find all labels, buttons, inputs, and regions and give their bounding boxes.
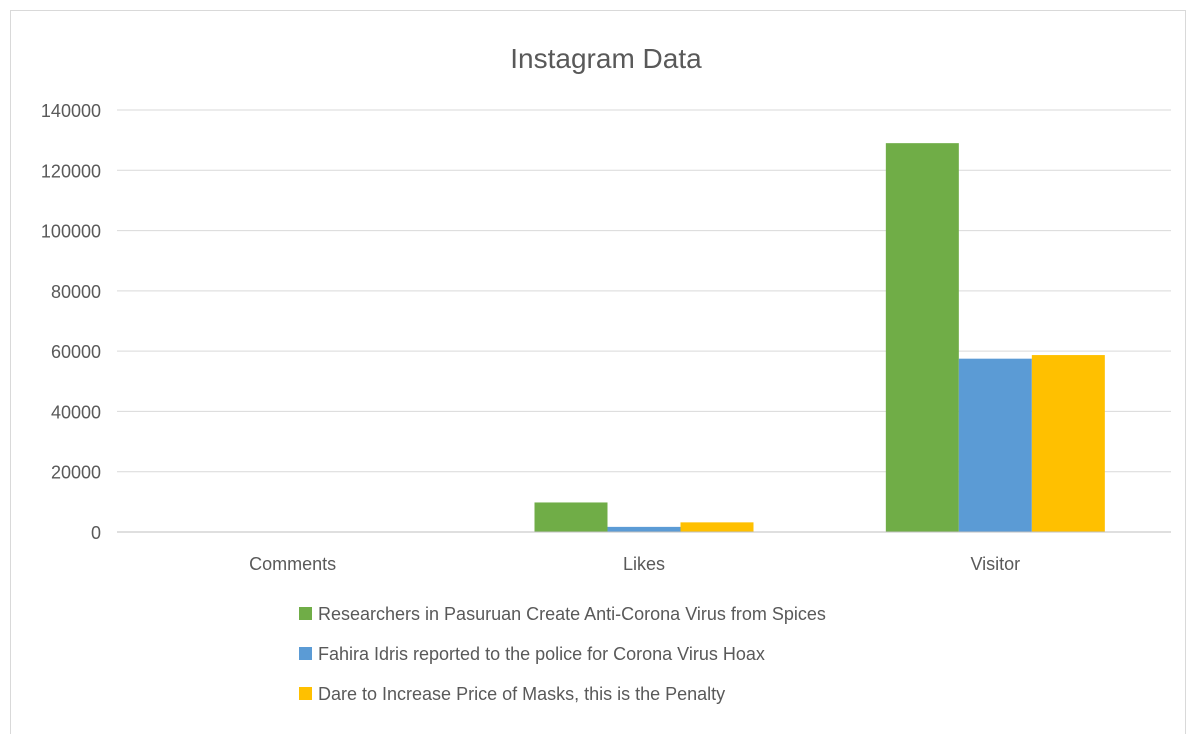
y-tick-label: 120000	[41, 161, 101, 181]
bar	[958, 358, 1032, 532]
legend-swatch	[299, 647, 312, 660]
x-category-label: Visitor	[970, 554, 1020, 574]
y-tick-label: 80000	[51, 282, 101, 302]
bar	[534, 502, 608, 532]
y-tick-label: 0	[91, 523, 101, 543]
legend-swatch	[299, 607, 312, 620]
legend-label: Researchers in Pasuruan Create Anti-Coro…	[318, 604, 826, 624]
x-category-label: Comments	[249, 554, 336, 574]
bar	[885, 143, 959, 532]
bar	[607, 526, 681, 532]
legend-label: Fahira Idris reported to the police for …	[318, 644, 765, 664]
x-category-label: Likes	[623, 554, 665, 574]
bars	[183, 143, 1105, 532]
y-axis-ticks: 0 20000 40000 60000 80000 100000 120000 140000	[41, 101, 101, 543]
y-tick-label: 60000	[51, 342, 101, 362]
chart-title: Instagram Data	[510, 43, 702, 74]
legend-label: Dare to Increase Price of Masks, this is…	[318, 684, 725, 704]
gridlines	[117, 109, 1171, 473]
y-tick-label: 100000	[41, 222, 101, 242]
bar	[1031, 355, 1105, 532]
y-tick-label: 140000	[41, 101, 101, 121]
y-tick-label: 40000	[51, 402, 101, 422]
x-axis-categories: Comments Likes Visitor	[249, 554, 1020, 574]
legend-swatch	[299, 687, 312, 700]
legend: Researchers in Pasuruan Create Anti-Coro…	[299, 604, 826, 704]
bar	[680, 522, 754, 532]
y-tick-label: 20000	[51, 463, 101, 483]
